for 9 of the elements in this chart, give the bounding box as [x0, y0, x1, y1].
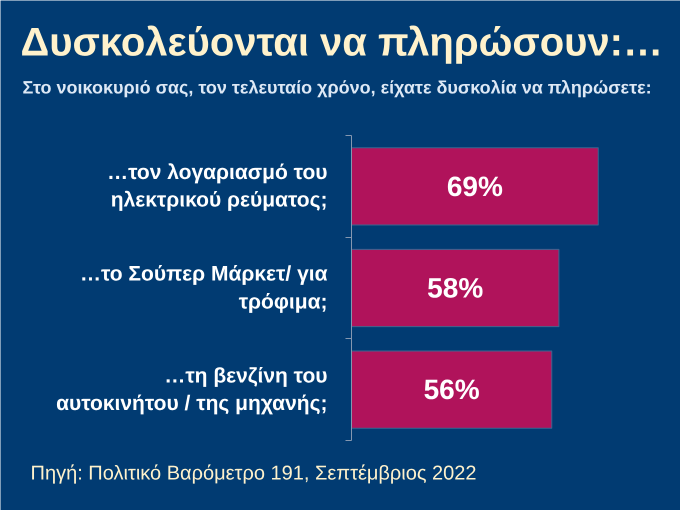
chart-subtitle: Στο νοικοκυριό σας, τον τελευταίο χρόνο, είχατε δυσκολία να πληρώσετε: — [22, 78, 652, 98]
data-label: 58% — [427, 272, 484, 304]
y-tick-label: …τη βενζίνη του αυτοκινήτου / της μηχανής; — [56, 364, 328, 415]
data-label: 56% — [424, 374, 480, 406]
data-label: 69% — [446, 170, 503, 202]
y-tick-label: …το Σούπερ Μάρκετ/ για τρόφιμα; — [80, 262, 328, 314]
y-tick-label: …τον λογαριασμό του ηλεκτρικού ρεύματος; — [107, 161, 328, 212]
text: Πηγή: Πολιτικό Βαρόμετρο 191, Σεπτέμβριος 2022 — [30, 462, 477, 484]
chart-title: Δυσκολεύονται να πληρώσουν:… — [20, 20, 663, 64]
